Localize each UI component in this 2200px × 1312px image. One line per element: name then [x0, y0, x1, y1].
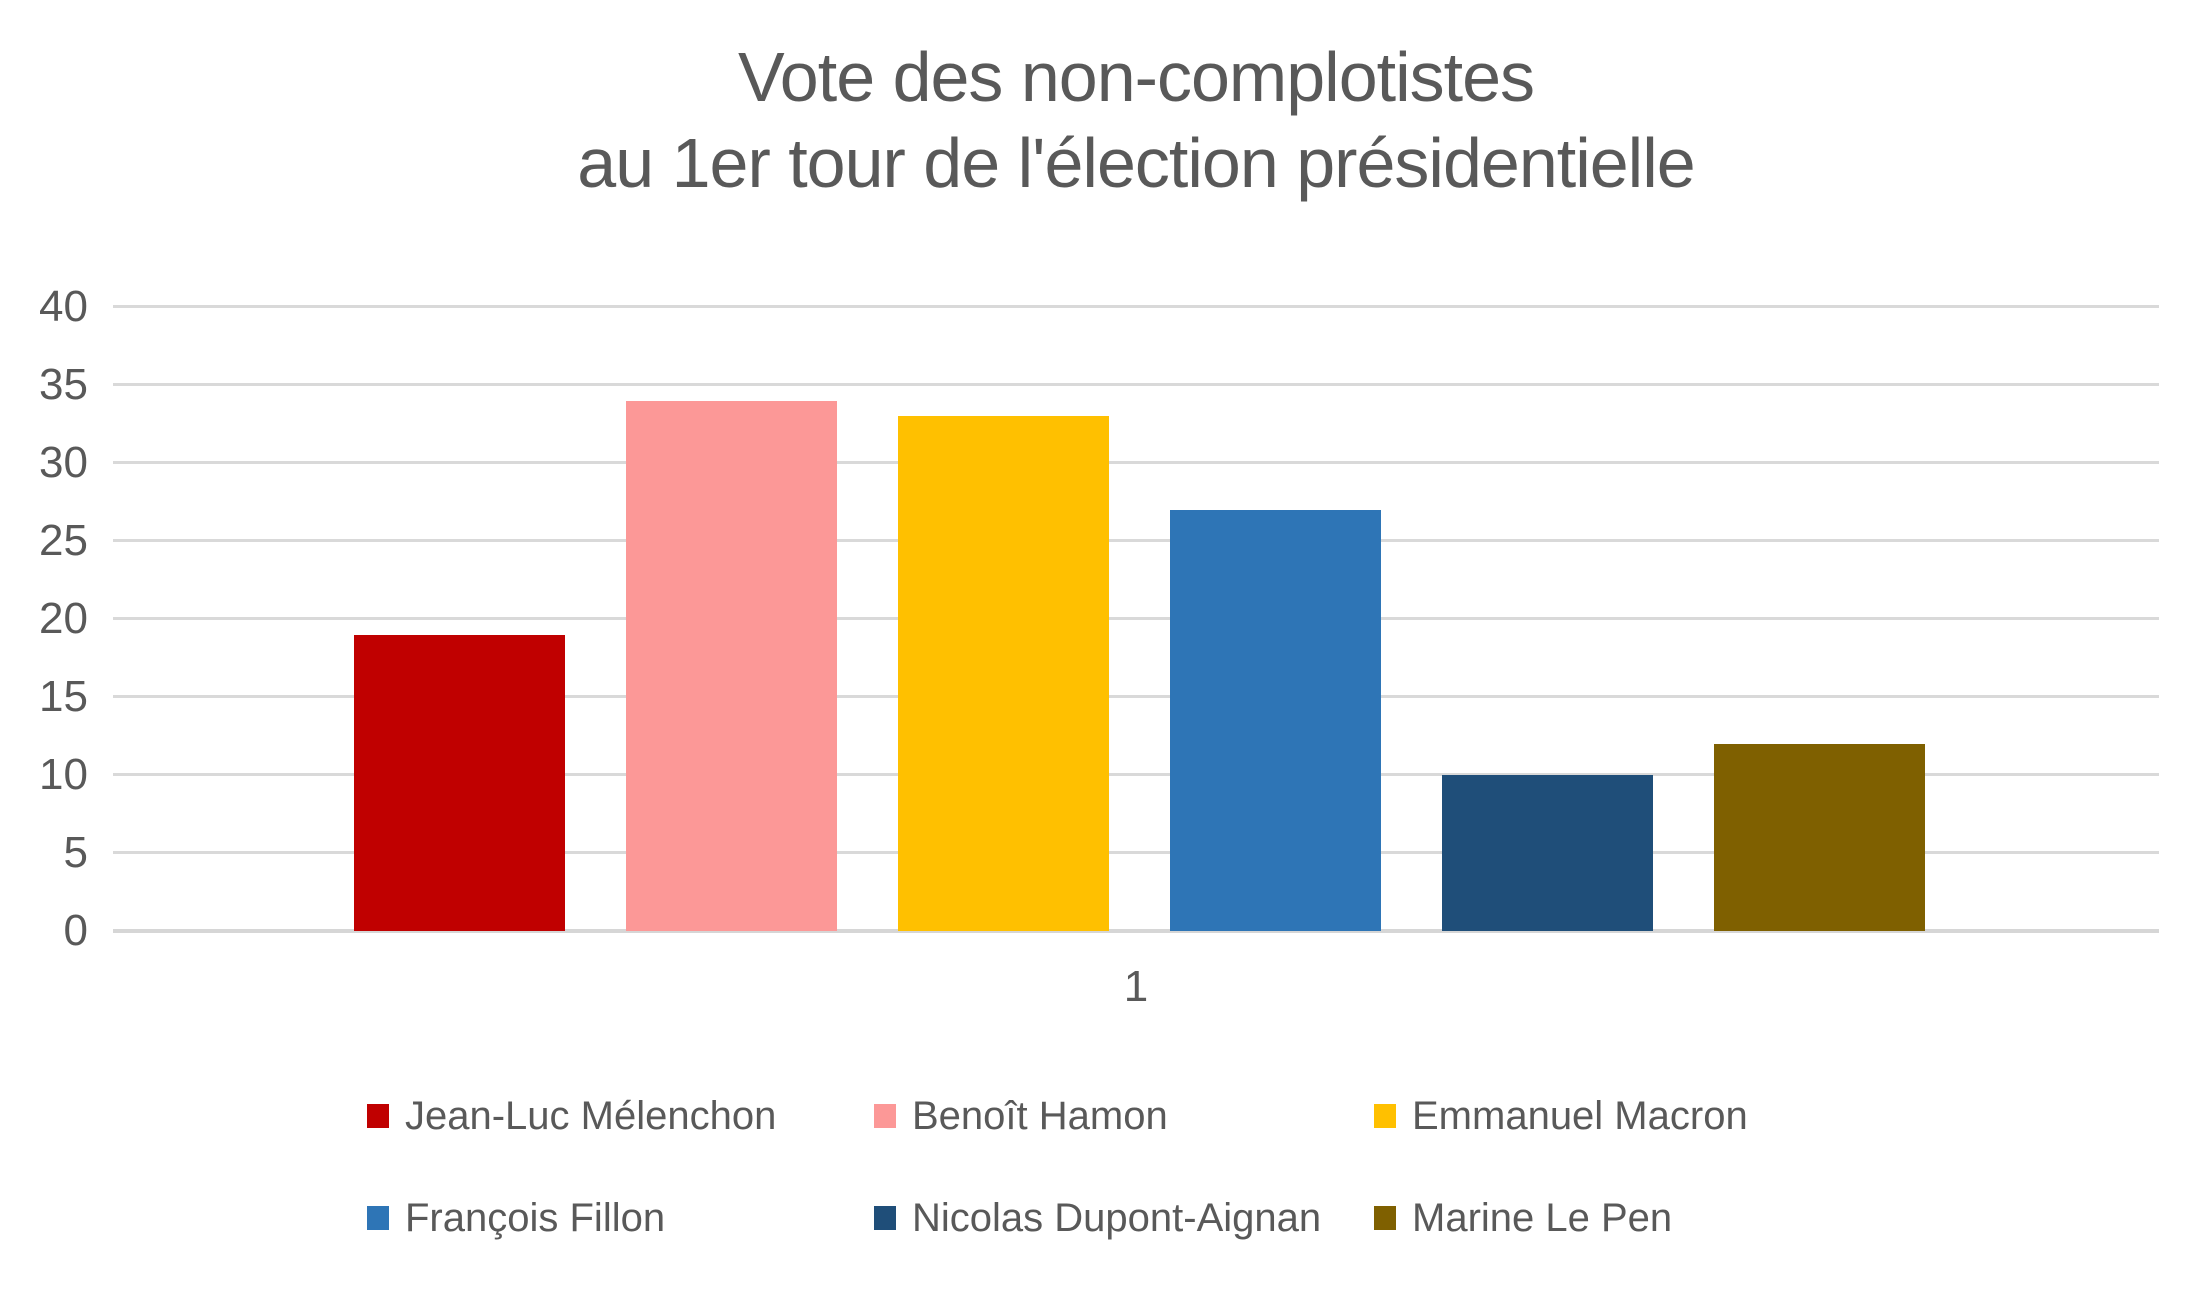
bar [1714, 744, 1925, 931]
legend-label: Marine Le Pen [1412, 1195, 1673, 1240]
legend-swatch [1374, 1206, 1396, 1230]
legend-item: Benoît Hamon [874, 1092, 1168, 1140]
bar [1442, 775, 1653, 931]
gridline [113, 539, 2159, 542]
y-axis-tick-label: 10 [39, 750, 88, 799]
x-axis-category-label: 1 [1123, 962, 1149, 1011]
legend-item: Emmanuel Macron [1374, 1092, 1748, 1140]
legend-label: Jean-Luc Mélenchon [405, 1093, 777, 1138]
gridline [113, 851, 2159, 854]
legend-label: Benoît Hamon [912, 1093, 1168, 1138]
chart-title-line-1: Vote des non-complotistes [737, 38, 1535, 116]
legend-item: Nicolas Dupont-Aignan [874, 1194, 1321, 1242]
gridline [113, 383, 2159, 386]
y-axis-tick-label: 5 [63, 828, 88, 877]
legend-item: François Fillon [367, 1194, 665, 1242]
y-axis-tick-label: 20 [39, 594, 88, 643]
y-axis-tick-label: 35 [39, 360, 88, 409]
bar [898, 416, 1109, 931]
y-axis-tick-label: 0 [63, 906, 88, 955]
gridline [113, 617, 2159, 620]
legend-item: Jean-Luc Mélenchon [367, 1092, 776, 1140]
y-axis-tick-label: 25 [39, 516, 88, 565]
legend-swatch [874, 1104, 896, 1128]
gridline [113, 305, 2159, 308]
legend-swatch [874, 1206, 896, 1230]
y-axis-tick-label: 15 [39, 672, 88, 721]
plot-area [113, 305, 2159, 933]
legend-item: Marine Le Pen [1374, 1194, 1672, 1242]
bar [626, 401, 837, 931]
y-axis-tick-label: 40 [39, 282, 88, 331]
legend-swatch [1374, 1104, 1396, 1128]
chart-title-line-2: au 1er tour de l'élection présidentielle [577, 124, 1695, 202]
gridline [113, 461, 2159, 464]
legend-label: Nicolas Dupont-Aignan [912, 1195, 1322, 1240]
chart-title: Vote des non-complotistes au 1er tour de… [113, 34, 2159, 206]
bar [354, 635, 565, 931]
gridline [113, 695, 2159, 698]
gridline [113, 773, 2159, 776]
x-axis-line [113, 929, 2159, 933]
legend-swatch [367, 1104, 389, 1128]
legend-label: Emmanuel Macron [1412, 1093, 1748, 1138]
y-axis-tick-label: 30 [39, 438, 88, 487]
legend-swatch [367, 1206, 389, 1230]
bar [1170, 510, 1381, 931]
legend-label: François Fillon [405, 1195, 666, 1240]
